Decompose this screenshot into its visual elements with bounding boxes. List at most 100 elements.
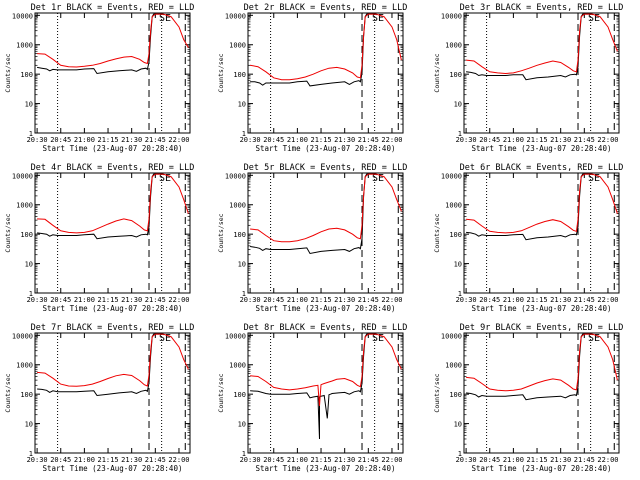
lld-series-line xyxy=(37,13,189,68)
y-tick-label: 10000 xyxy=(441,332,462,340)
x-tick-label: 22:00 xyxy=(381,136,402,144)
y-tick-label: 10000 xyxy=(441,172,462,180)
x-axis-label: Start Time (23-Aug-07 20:28:40) xyxy=(256,464,396,473)
x-tick-label: 21:45 xyxy=(574,296,595,304)
x-tick-label: 22:00 xyxy=(597,296,618,304)
y-tick-label: 1000 xyxy=(445,202,462,210)
y-tick-label: 10 xyxy=(238,261,246,269)
y-tick-label: 10000 xyxy=(12,332,33,340)
y-tick-label: 10 xyxy=(25,101,33,109)
y-tick-label: 10 xyxy=(25,421,33,429)
y-axis-label: Counts/sec xyxy=(433,53,441,92)
x-tick-label: 21:00 xyxy=(503,136,524,144)
y-tick-label: 1000 xyxy=(445,42,462,50)
events-series-line xyxy=(466,13,593,81)
x-tick-label: 21:00 xyxy=(74,296,95,304)
events-series-line xyxy=(37,173,164,240)
x-tick-label: 21:15 xyxy=(526,456,547,464)
y-axis-label: Counts/sec xyxy=(433,213,441,252)
x-tick-label: 21:15 xyxy=(97,136,118,144)
x-axis-label: Start Time (23-Aug-07 20:28:40) xyxy=(43,304,183,313)
y-axis-label: Counts/sec xyxy=(217,213,225,252)
y-axis-label: Counts/sec xyxy=(433,373,441,412)
se-marker-label: SE xyxy=(372,173,384,184)
x-tick-label: 20:30 xyxy=(27,456,48,464)
x-tick-label: 21:45 xyxy=(145,456,166,464)
x-tick-label: 21:30 xyxy=(550,456,571,464)
plot-frame xyxy=(463,12,620,134)
x-axis-label: Start Time (23-Aug-07 20:28:40) xyxy=(472,144,612,153)
x-tick-label: 21:15 xyxy=(526,296,547,304)
y-tick-label: 10000 xyxy=(12,172,33,180)
y-tick-label: 10000 xyxy=(441,12,462,20)
x-tick-label: 20:45 xyxy=(479,456,500,464)
x-tick-label: 20:45 xyxy=(50,296,71,304)
y-tick-label: 100 xyxy=(449,231,462,239)
y-tick-label: 1000 xyxy=(16,362,33,370)
y-tick-label: 1 xyxy=(242,450,246,458)
x-tick-label: 21:00 xyxy=(287,456,308,464)
x-tick-label: 21:15 xyxy=(310,136,331,144)
lld-series-line xyxy=(37,173,189,234)
x-tick-label: 21:30 xyxy=(550,296,571,304)
se-marker-label: SE xyxy=(372,333,384,344)
x-axis-label: Start Time (23-Aug-07 20:28:40) xyxy=(472,464,612,473)
plot-frame xyxy=(463,332,620,454)
x-tick-label: 21:45 xyxy=(358,136,379,144)
events-series-line xyxy=(250,333,377,440)
x-tick-label: 20:45 xyxy=(479,296,500,304)
y-tick-label: 1 xyxy=(242,130,246,138)
x-tick-label: 22:00 xyxy=(168,296,189,304)
x-axis-label: Start Time (23-Aug-07 20:28:40) xyxy=(43,144,183,153)
y-tick-label: 1 xyxy=(458,130,462,138)
x-axis-label: Start Time (23-Aug-07 20:28:40) xyxy=(472,304,612,313)
y-tick-label: 10 xyxy=(454,101,462,109)
x-tick-label: 21:30 xyxy=(334,136,355,144)
x-tick-label: 22:00 xyxy=(597,456,618,464)
x-tick-label: 21:45 xyxy=(574,136,595,144)
y-tick-label: 1 xyxy=(29,290,33,298)
x-tick-label: 20:45 xyxy=(263,456,284,464)
y-tick-label: 100 xyxy=(449,391,462,399)
x-axis-label: Start Time (23-Aug-07 20:28:40) xyxy=(256,304,396,313)
lld-series-line xyxy=(466,13,618,75)
x-tick-label: 20:30 xyxy=(27,296,48,304)
y-tick-label: 10000 xyxy=(225,332,246,340)
x-tick-label: 20:45 xyxy=(263,296,284,304)
x-tick-label: 21:45 xyxy=(358,296,379,304)
lld-series-line xyxy=(250,13,402,81)
y-tick-label: 1 xyxy=(458,450,462,458)
x-tick-label: 22:00 xyxy=(381,456,402,464)
x-tick-label: 20:45 xyxy=(479,136,500,144)
x-tick-label: 21:45 xyxy=(145,296,166,304)
x-tick-label: 22:00 xyxy=(168,136,189,144)
x-tick-label: 22:00 xyxy=(168,456,189,464)
events-series-line xyxy=(250,173,377,255)
y-tick-label: 1 xyxy=(29,450,33,458)
x-axis-label: Start Time (23-Aug-07 20:28:40) xyxy=(256,144,396,153)
y-tick-label: 100 xyxy=(20,231,33,239)
y-axis-label: Counts/sec xyxy=(217,373,225,412)
x-tick-label: 21:30 xyxy=(550,136,571,144)
x-tick-label: 21:00 xyxy=(503,296,524,304)
x-tick-label: 21:30 xyxy=(334,456,355,464)
se-marker-label: SE xyxy=(372,13,384,24)
x-tick-label: 22:00 xyxy=(597,136,618,144)
y-tick-label: 1000 xyxy=(229,42,246,50)
y-tick-label: 1000 xyxy=(16,202,33,210)
x-tick-label: 21:15 xyxy=(97,296,118,304)
events-series-line xyxy=(466,333,593,401)
events-series-line xyxy=(37,333,164,397)
x-tick-label: 20:45 xyxy=(263,136,284,144)
y-tick-label: 1000 xyxy=(445,362,462,370)
panel-title: Det 3r BLACK = Events, RED = LLD xyxy=(460,3,624,13)
y-tick-label: 100 xyxy=(233,71,246,79)
x-tick-label: 20:30 xyxy=(240,136,261,144)
x-tick-label: 21:00 xyxy=(287,136,308,144)
y-tick-label: 100 xyxy=(233,231,246,239)
x-tick-label: 20:30 xyxy=(240,296,261,304)
plot-frame xyxy=(247,172,404,294)
y-tick-label: 100 xyxy=(20,71,33,79)
